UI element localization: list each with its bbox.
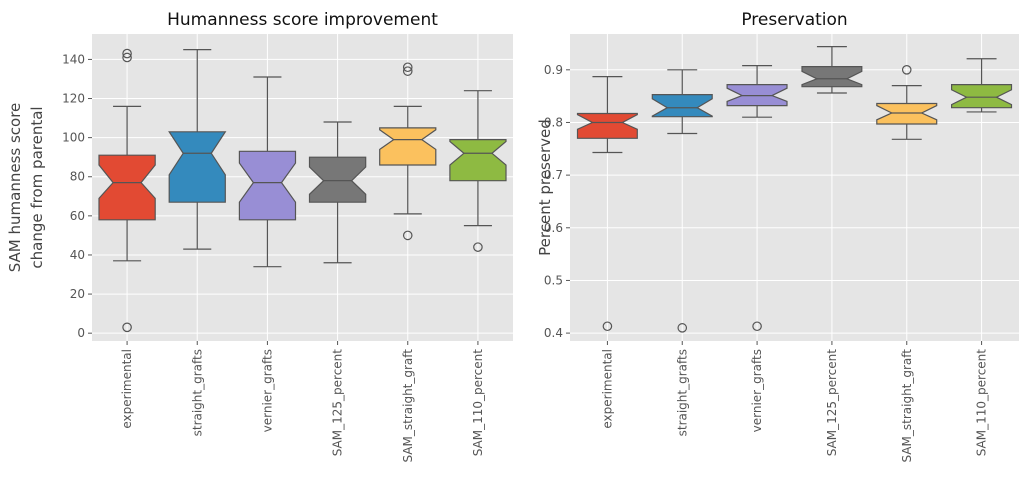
box-experimental	[576, 76, 638, 332]
outlier-point	[473, 242, 483, 252]
box-body	[98, 154, 156, 221]
box-body	[379, 127, 437, 166]
y-tick-label: 0.4	[544, 326, 563, 340]
y-tick-label: 60	[70, 209, 85, 223]
x-tick-label: experimental	[600, 349, 614, 429]
outlier-point	[752, 321, 762, 332]
x-tick-label: straight_grafts	[190, 349, 204, 436]
box-experimental	[98, 48, 156, 333]
box-SAM_straight_graft	[876, 65, 938, 140]
y-tick-label: 0	[77, 326, 85, 340]
plot-background	[570, 34, 1019, 341]
box-straight_grafts	[168, 49, 227, 250]
box-body	[238, 150, 297, 221]
y-tick-label: 0.6	[544, 221, 563, 235]
y-axis-label: Percent preserved	[536, 119, 554, 256]
x-tick-label: SAM_125_percent	[825, 349, 839, 457]
box-body	[308, 156, 367, 203]
y-tick-label: 0.8	[544, 115, 563, 129]
outlier-point	[122, 322, 132, 333]
x-tick-label: SAM_125_percent	[331, 349, 345, 457]
outlier-point	[402, 62, 413, 73]
box-straight_grafts	[651, 69, 713, 333]
outlier-point	[901, 65, 912, 75]
box-body	[576, 112, 638, 139]
box-SAM_110_percent	[950, 58, 1013, 113]
y-tick-label: 80	[70, 170, 85, 184]
x-tick-label: experimental	[120, 349, 134, 429]
outlier-point	[402, 230, 413, 241]
box-SAM_125_percent	[308, 121, 367, 264]
box-body	[168, 131, 227, 203]
x-tick-label: SAM_straight_graft	[401, 349, 415, 463]
x-tick-label: SAM_110_percent	[471, 349, 485, 457]
outlier-point	[122, 52, 132, 63]
box-body	[950, 83, 1013, 109]
chart-title: Preservation	[741, 10, 847, 30]
y-tick-label: 0.9	[544, 63, 563, 77]
chart-humanness-improvement: 0 20 40 60 80 100 120 140 experimental straight_g…	[6, 10, 513, 463]
x-tick-label: straight_grafts	[675, 349, 689, 436]
y-tick-label: 40	[70, 248, 85, 262]
plot-background	[92, 34, 513, 341]
outlier-point	[122, 48, 132, 59]
chart-preservation: 0.4 0.5 0.6 0.7 0.8 0.9 experimental straight_g…	[536, 10, 1019, 463]
y-tick-label: 120	[62, 92, 85, 106]
box-SAM_125_percent	[801, 46, 863, 94]
chart-title: Humanness score improvement	[167, 10, 438, 30]
x-tick-label: SAM_straight_graft	[900, 349, 914, 463]
y-axis-label: change from parental	[28, 106, 46, 268]
y-tick-label: 100	[62, 131, 85, 145]
box-SAM_straight_graft	[379, 62, 437, 241]
outlier-point	[677, 323, 688, 333]
outlier-point	[402, 66, 413, 76]
y-tick-label: 0.7	[544, 168, 563, 182]
box-vernier_grafts	[238, 76, 297, 268]
x-tick-label: vernier_grafts	[260, 349, 274, 432]
box-SAM_110_percent	[449, 90, 507, 252]
box-body	[801, 65, 863, 88]
y-tick-label: 140	[62, 52, 85, 66]
x-tick-label: SAM_110_percent	[975, 349, 989, 457]
box-body	[876, 102, 938, 125]
y-tick-label: 0.5	[544, 273, 563, 287]
box-vernier_grafts	[726, 64, 788, 332]
box-body	[449, 139, 507, 182]
y-axis-label: SAM humanness score	[6, 103, 24, 273]
outlier-point	[602, 321, 613, 332]
box-body	[651, 93, 713, 118]
y-tick-label: 20	[70, 287, 85, 301]
x-tick-label: vernier_grafts	[750, 349, 764, 432]
